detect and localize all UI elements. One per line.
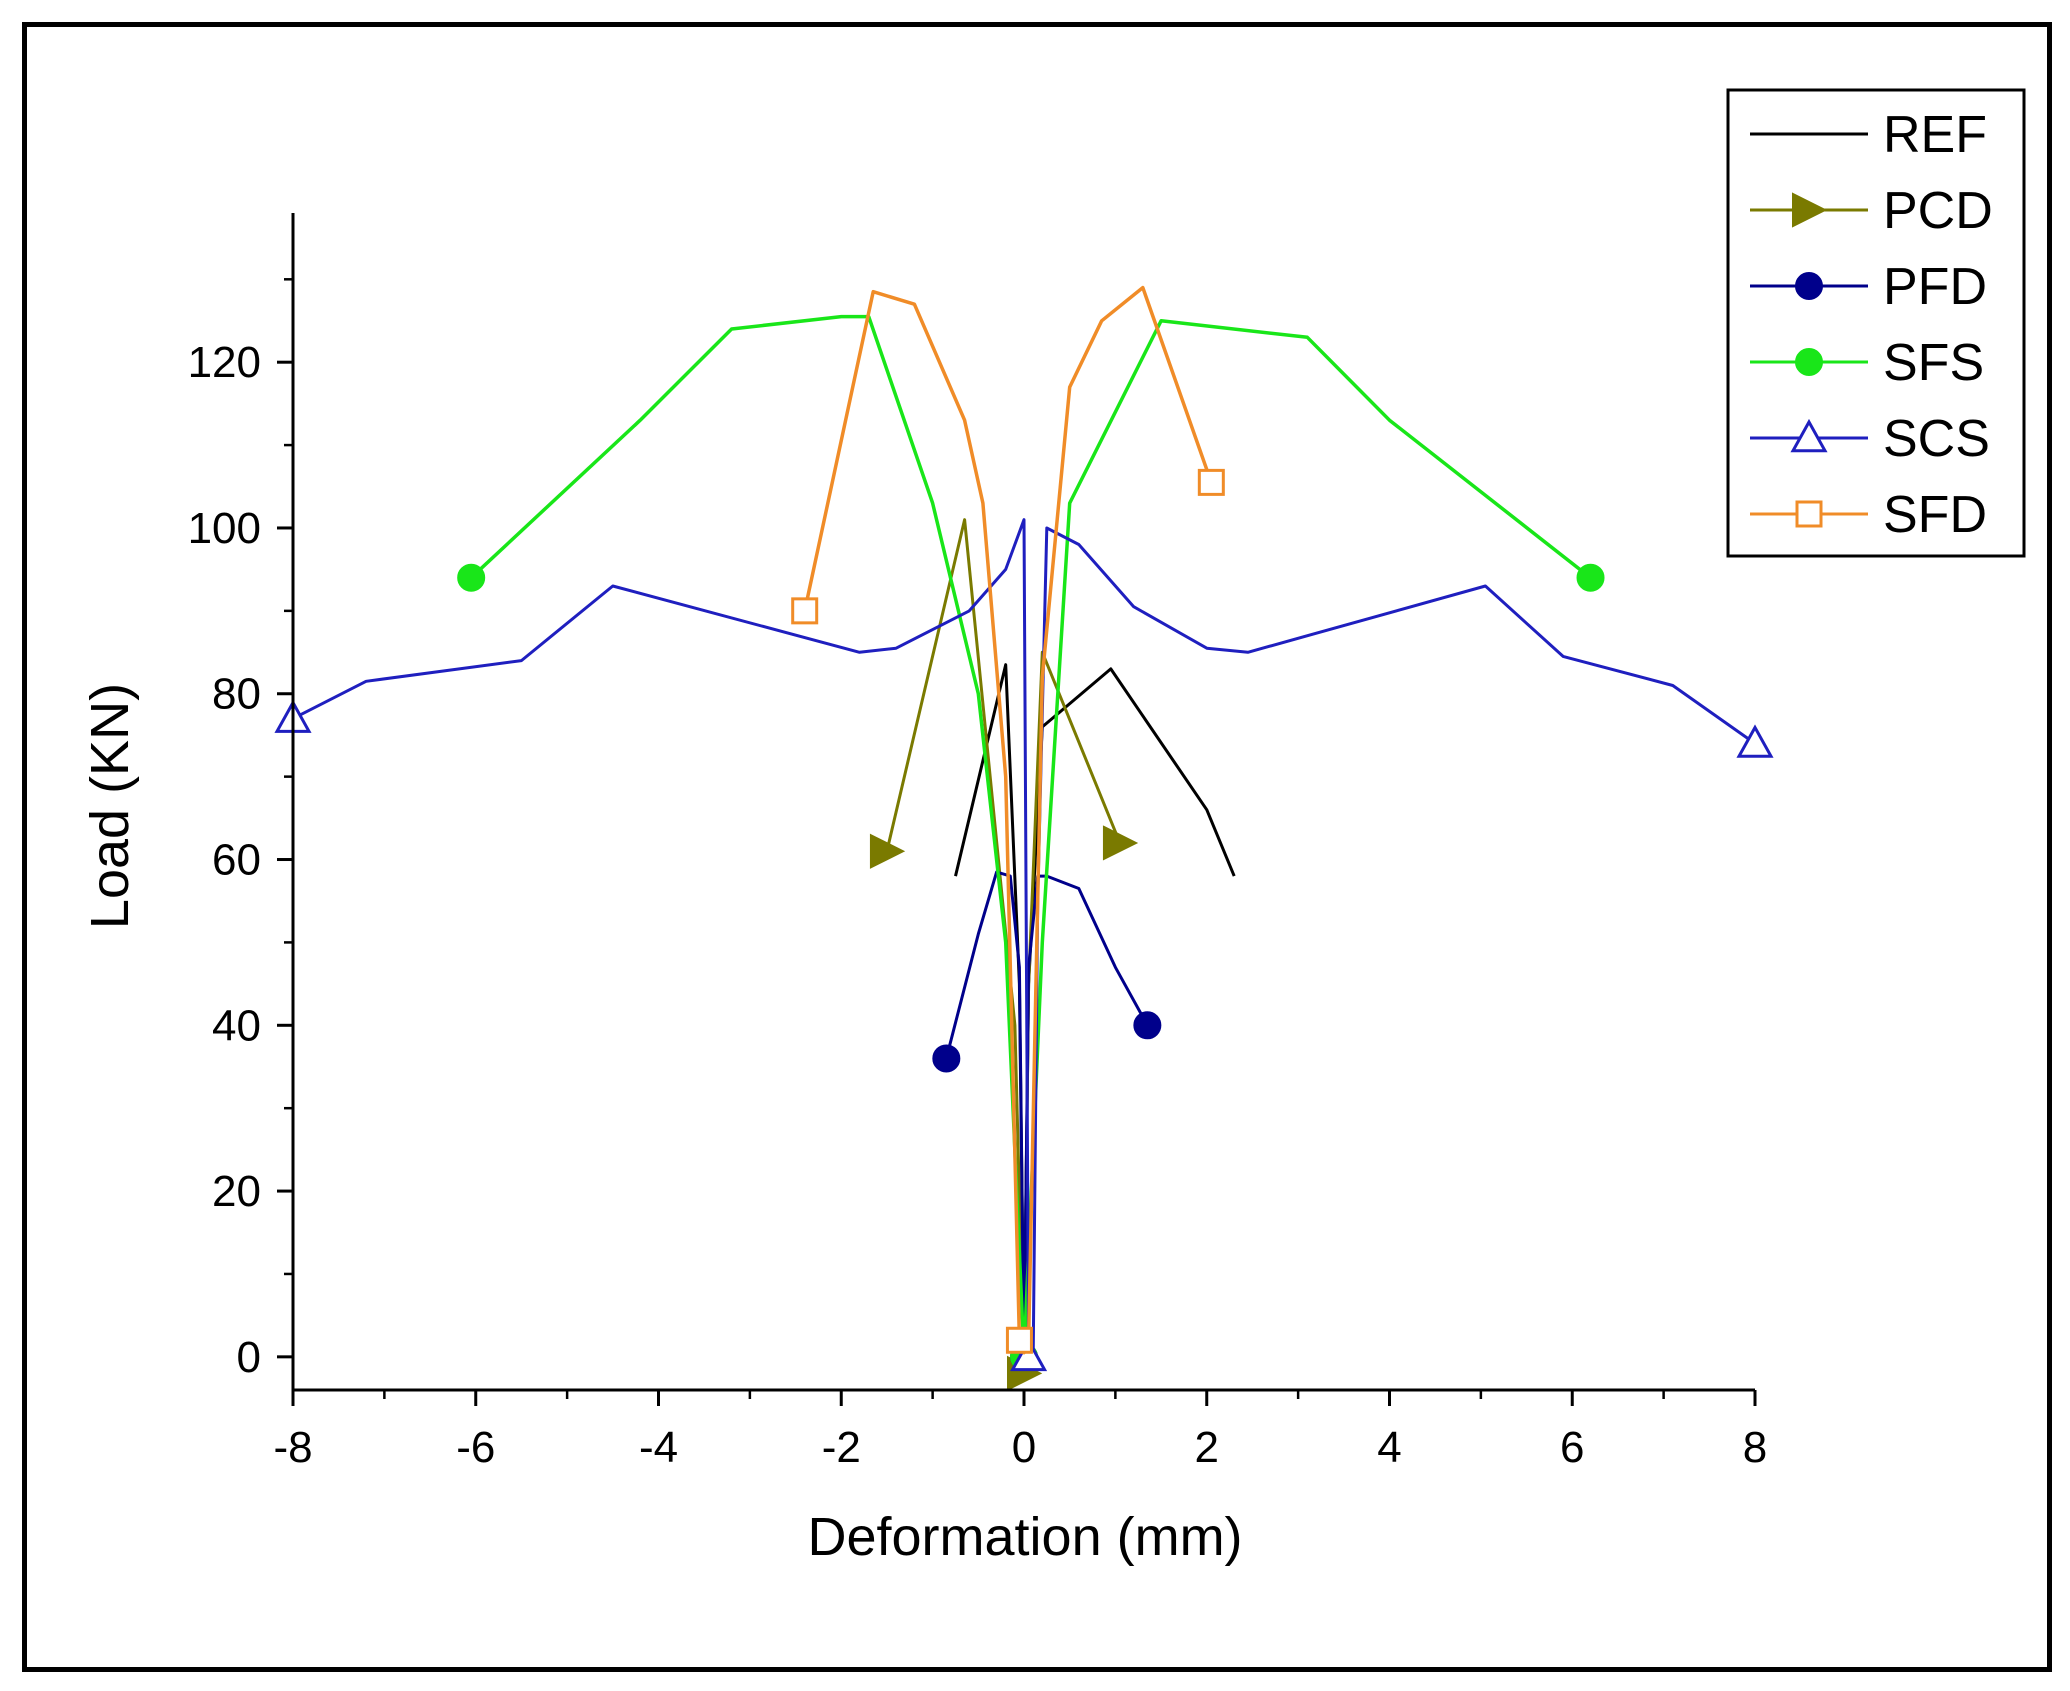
- x-tick-label: 0: [1012, 1423, 1036, 1472]
- series-marker-scs-2: [1010, 1337, 1048, 1372]
- y-tick-label: 40: [212, 1001, 261, 1050]
- legend-label: SCS: [1883, 410, 1990, 468]
- legend-item-sfs: SFS: [1750, 334, 1984, 392]
- legend-item-scs: SCS: [1750, 410, 1990, 468]
- legend-label: PFD: [1883, 258, 1987, 316]
- legend-item-sfd: SFD: [1750, 486, 1987, 544]
- y-tick-label: 20: [212, 1167, 261, 1216]
- series-marker-pcd-0: [869, 833, 906, 869]
- y-tick-label: 100: [188, 504, 261, 553]
- x-tick-label: 2: [1195, 1423, 1219, 1472]
- series-marker-pcd-1: [1102, 825, 1139, 861]
- series-marker-sfd-0: [791, 597, 819, 625]
- x-tick-label: 4: [1377, 1423, 1401, 1472]
- legend-box: [1726, 88, 2026, 558]
- series-line-pcd: [885, 518, 1122, 1375]
- series-marker-sfs-0: [457, 563, 486, 592]
- x-tick-label: -2: [822, 1423, 861, 1472]
- legend: REF PCD PFD SFS SCS SFD: [1726, 88, 2026, 558]
- y-tick-label: 80: [212, 670, 261, 719]
- series-marker-sfd-2: [1005, 1326, 1033, 1354]
- series-line-sfs: [470, 314, 1592, 1359]
- legend-label: PCD: [1883, 182, 1993, 240]
- x-tick-label: -6: [456, 1423, 495, 1472]
- legend-item-pcd: PCD: [1750, 182, 1993, 240]
- series-line-ref: [954, 663, 1236, 1359]
- legend-label: REF: [1883, 106, 1987, 164]
- series-marker-pfd-1: [1133, 1011, 1162, 1040]
- x-axis-title: Deformation (mm): [807, 1507, 1242, 1567]
- y-tick-label: 0: [237, 1333, 261, 1382]
- legend-swatch-marker: [1792, 192, 1828, 228]
- legend-item-pfd: PFD: [1750, 258, 1987, 316]
- legend-item-ref: REF: [1750, 106, 1987, 164]
- x-tick-label: 6: [1560, 1423, 1584, 1472]
- x-tick-label: 8: [1743, 1423, 1767, 1472]
- legend-swatch-marker: [1795, 500, 1823, 528]
- series-marker-pfd-0: [932, 1044, 961, 1073]
- legend-swatch-marker: [1795, 348, 1823, 376]
- legend-label: SFD: [1883, 486, 1987, 544]
- x-tick-label: -8: [273, 1423, 312, 1472]
- legend-swatch-marker: [1790, 418, 1828, 453]
- series-line-sfd: [802, 285, 1213, 1355]
- series-layer: [274, 285, 1774, 1392]
- series-marker-scs-1: [1736, 724, 1774, 758]
- y-tick-label: 120: [188, 338, 261, 387]
- y-axis-title: Load (KN): [80, 683, 140, 929]
- series-marker-sfs-1: [1576, 563, 1605, 592]
- legend-label: SFS: [1883, 334, 1984, 392]
- y-tick-label: 60: [212, 836, 261, 885]
- x-tick-label: -4: [639, 1423, 678, 1472]
- legend-swatch-marker: [1795, 272, 1823, 300]
- series-line-pfd: [944, 870, 1149, 1359]
- series-marker-sfd-1: [1197, 468, 1225, 496]
